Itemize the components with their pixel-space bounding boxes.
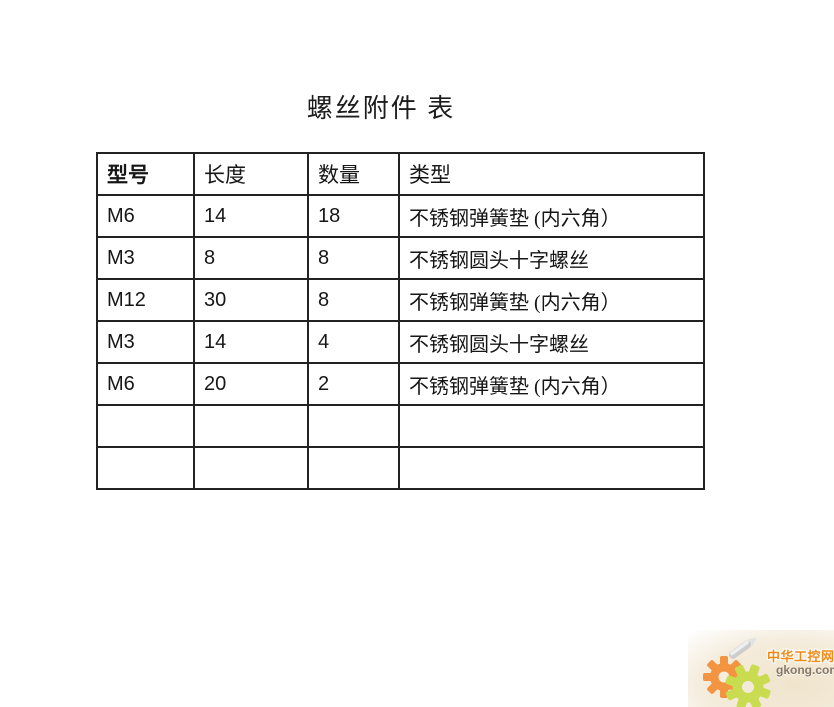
table-row-empty	[96, 446, 705, 490]
table-header-row: 型号 长度 数量 类型	[96, 152, 705, 196]
table-row: M3 8 8 不锈钢圆头十字螺丝	[96, 236, 705, 280]
cell-length: 14	[193, 320, 309, 364]
column-header-length: 长度	[193, 152, 309, 196]
document-title: 螺丝附件 表	[306, 94, 456, 123]
screw-parts-table: 型号 长度 数量 类型 M6 14 18 不锈钢弹簧垫 (内六角） M3 8 8…	[96, 152, 705, 490]
column-header-quantity: 数量	[307, 152, 400, 196]
cell-quantity: 18	[307, 194, 400, 238]
gear-icon	[703, 656, 745, 698]
cell-quantity: 8	[307, 278, 400, 322]
gkong-watermark: 中华工控网 gkong.com	[688, 630, 834, 707]
cell-quantity: 8	[307, 236, 400, 280]
cell-type: 不锈钢弹簧垫 (内六角）	[398, 362, 705, 406]
cell-length: 30	[193, 278, 309, 322]
cell-quantity	[307, 404, 400, 448]
cell-type: 不锈钢圆头十字螺丝	[398, 236, 705, 280]
cell-model: M3	[96, 236, 195, 280]
cell-length	[193, 404, 309, 448]
cell-length	[193, 446, 309, 490]
table-row-empty	[96, 404, 705, 448]
table-row: M3 14 4 不锈钢圆头十字螺丝	[96, 320, 705, 364]
cell-length: 14	[193, 194, 309, 238]
pencil-icon	[729, 637, 757, 659]
cell-length: 8	[193, 236, 309, 280]
cell-type: 不锈钢弹簧垫 (内六角）	[398, 194, 705, 238]
cell-quantity: 2	[307, 362, 400, 406]
cell-model	[96, 404, 195, 448]
cell-model: M6	[96, 362, 195, 406]
cell-type: 不锈钢弹簧垫 (内六角）	[398, 278, 705, 322]
cell-quantity	[307, 446, 400, 490]
watermark-graphic	[703, 637, 771, 707]
column-header-model: 型号	[96, 152, 195, 196]
gear-icon	[725, 664, 771, 707]
cell-model	[96, 446, 195, 490]
watermark-site-url: gkong.com	[776, 663, 834, 677]
cell-model: M6	[96, 194, 195, 238]
cell-quantity: 4	[307, 320, 400, 364]
table-row: M12 30 8 不锈钢弹簧垫 (内六角）	[96, 278, 705, 322]
cell-type: 不锈钢圆头十字螺丝	[398, 320, 705, 364]
cell-model: M3	[96, 320, 195, 364]
cell-model: M12	[96, 278, 195, 322]
watermark-site-name: 中华工控网	[767, 649, 834, 664]
cell-type	[398, 404, 705, 448]
column-header-type: 类型	[398, 152, 705, 196]
cell-type	[398, 446, 705, 490]
table-row: M6 14 18 不锈钢弹簧垫 (内六角）	[96, 194, 705, 238]
table-row: M6 20 2 不锈钢弹簧垫 (内六角）	[96, 362, 705, 406]
cell-length: 20	[193, 362, 309, 406]
